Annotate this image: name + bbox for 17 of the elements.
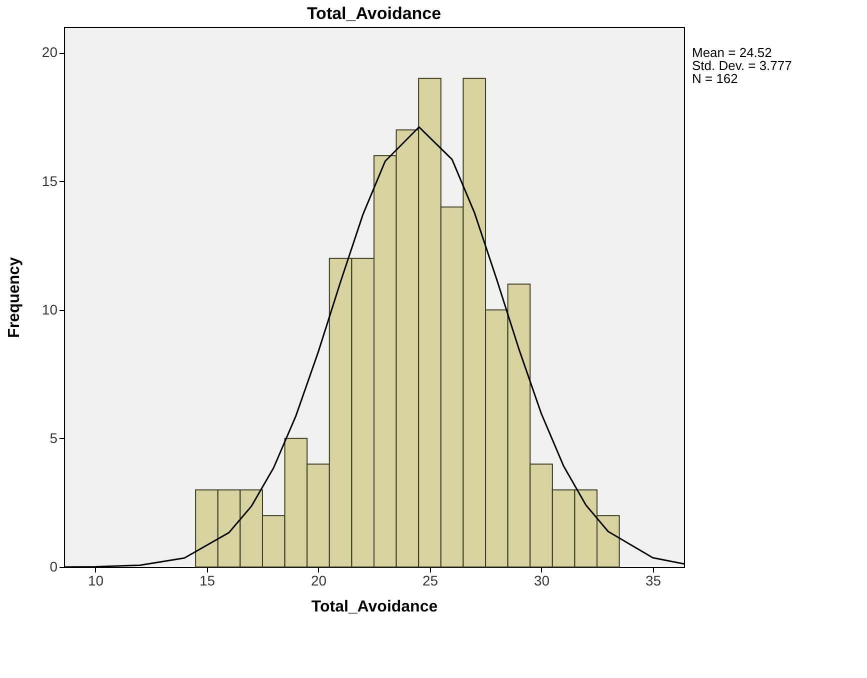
y-tick-label: 0 xyxy=(50,558,58,574)
text: Mean = 24.52 xyxy=(692,45,772,60)
text: Std. Dev. = 3.777 xyxy=(692,58,792,73)
x-tick-label: 15 xyxy=(199,572,216,588)
text: N = 162 xyxy=(692,71,738,86)
x-tick-label: 35 xyxy=(645,572,662,588)
y-tick-label: 5 xyxy=(50,430,58,446)
x-tick-label: 20 xyxy=(310,572,327,588)
y-tick-label: 20 xyxy=(42,44,58,60)
x-tick-label: 30 xyxy=(534,572,550,588)
x-tick-label: 25 xyxy=(422,572,438,588)
chart-title: Total_Avoidance xyxy=(306,4,442,23)
y-tick-label: 10 xyxy=(42,301,58,318)
x-tick-label: 10 xyxy=(88,572,104,588)
y-tick-label: 15 xyxy=(42,172,58,189)
y-axis-title: Frequency xyxy=(6,256,23,338)
x-axis-title: Total_Avoidance xyxy=(311,598,438,616)
